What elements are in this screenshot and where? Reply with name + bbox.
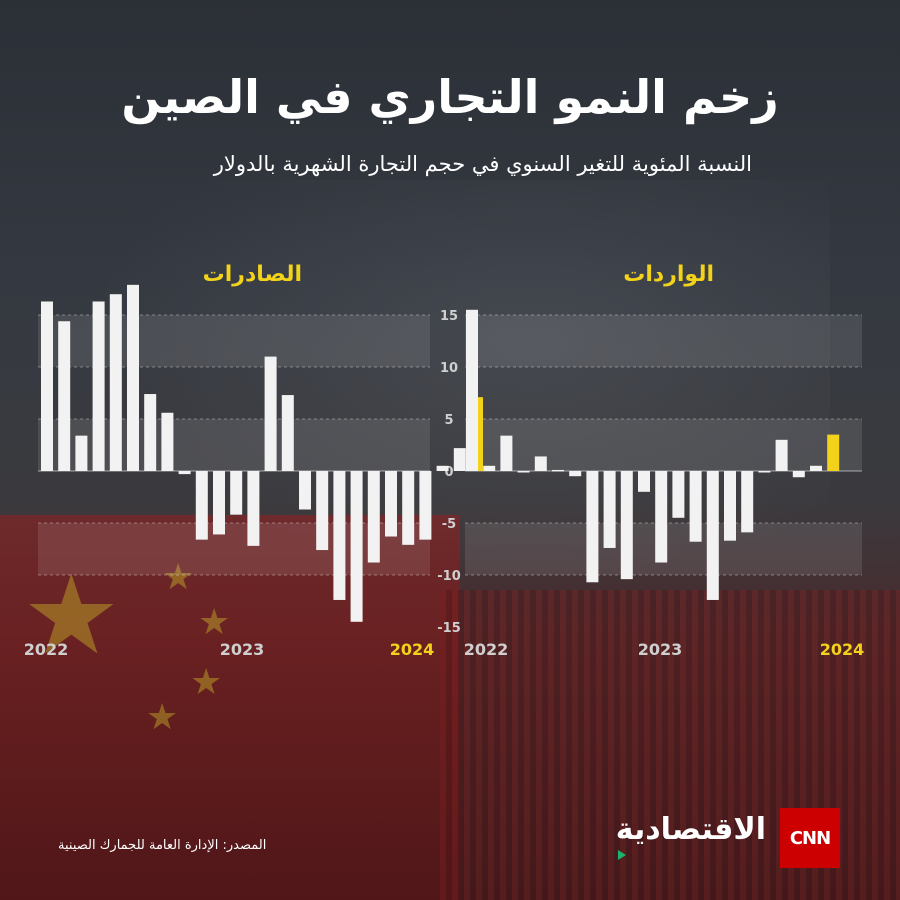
bar xyxy=(436,465,449,471)
brand-logo: الاقتصادية CNN xyxy=(616,808,840,868)
bar xyxy=(466,309,478,471)
bar xyxy=(419,471,432,540)
brand-text: الاقتصادية xyxy=(615,812,766,847)
bar xyxy=(792,471,805,478)
exports-panel-title: الصادرات xyxy=(202,262,302,287)
brand-triangle-icon xyxy=(618,850,626,860)
bar xyxy=(299,471,311,510)
x-tick-label: 2024 xyxy=(390,640,435,659)
bar xyxy=(741,471,754,533)
bar xyxy=(672,471,685,518)
bar xyxy=(385,471,397,537)
bar xyxy=(483,465,496,471)
grid-band xyxy=(465,315,862,367)
bar xyxy=(706,471,719,600)
bar xyxy=(41,301,53,471)
bar xyxy=(552,469,564,472)
y-tick-label: -15 xyxy=(437,621,461,636)
x-tick-label: 2024 xyxy=(820,640,865,659)
highlight-bar xyxy=(827,434,840,471)
y-tick-label: 10 xyxy=(440,361,458,376)
x-tick-label: 2023 xyxy=(220,640,265,659)
page-subtitle: النسبة المئوية للتغير السنوي في حجم التج… xyxy=(213,152,752,176)
bar xyxy=(75,435,88,471)
bar xyxy=(689,471,702,542)
bar xyxy=(350,471,363,622)
y-tick-label: -10 xyxy=(437,569,461,584)
bar xyxy=(109,294,122,471)
bar xyxy=(453,448,466,471)
bar xyxy=(724,471,736,541)
bar xyxy=(144,394,157,471)
bar xyxy=(178,471,191,475)
bar xyxy=(620,471,633,580)
y-tick-label: 15 xyxy=(440,309,458,324)
imports-panel-title: الواردات xyxy=(623,262,714,287)
y-tick-label: 5 xyxy=(444,413,453,428)
bar xyxy=(247,471,260,546)
y-tick-label: 0 xyxy=(444,465,453,480)
grid-band xyxy=(38,523,430,575)
bar xyxy=(500,435,513,471)
bar xyxy=(534,456,547,471)
bar xyxy=(569,471,582,477)
bar xyxy=(161,412,174,471)
bar xyxy=(638,471,650,492)
bar xyxy=(603,471,616,548)
bar xyxy=(586,471,599,583)
x-tick-label: 2022 xyxy=(464,640,509,659)
bar xyxy=(230,471,243,515)
bar xyxy=(810,465,822,471)
y-tick-label: -5 xyxy=(442,517,456,532)
page-title: زخم النمو التجاري في الصين xyxy=(121,70,779,124)
bar xyxy=(127,284,139,471)
bar xyxy=(92,301,105,471)
bar xyxy=(517,471,530,473)
bar xyxy=(402,471,415,545)
bar xyxy=(264,356,277,471)
bar xyxy=(775,439,788,471)
x-tick-label: 2023 xyxy=(638,640,683,659)
bar xyxy=(213,471,225,535)
bar xyxy=(333,471,346,600)
bar xyxy=(655,471,668,563)
bar xyxy=(367,471,380,563)
bar xyxy=(281,395,294,471)
grid-band xyxy=(465,419,862,471)
x-tick-label: 2022 xyxy=(24,640,69,659)
bar xyxy=(195,471,208,540)
source-note: المصدر: الإدارة العامة للجمارك الصينية xyxy=(58,838,267,853)
bar xyxy=(758,471,771,473)
cnn-logo: CNN xyxy=(780,808,840,868)
bar xyxy=(316,471,329,551)
bar xyxy=(58,321,71,471)
